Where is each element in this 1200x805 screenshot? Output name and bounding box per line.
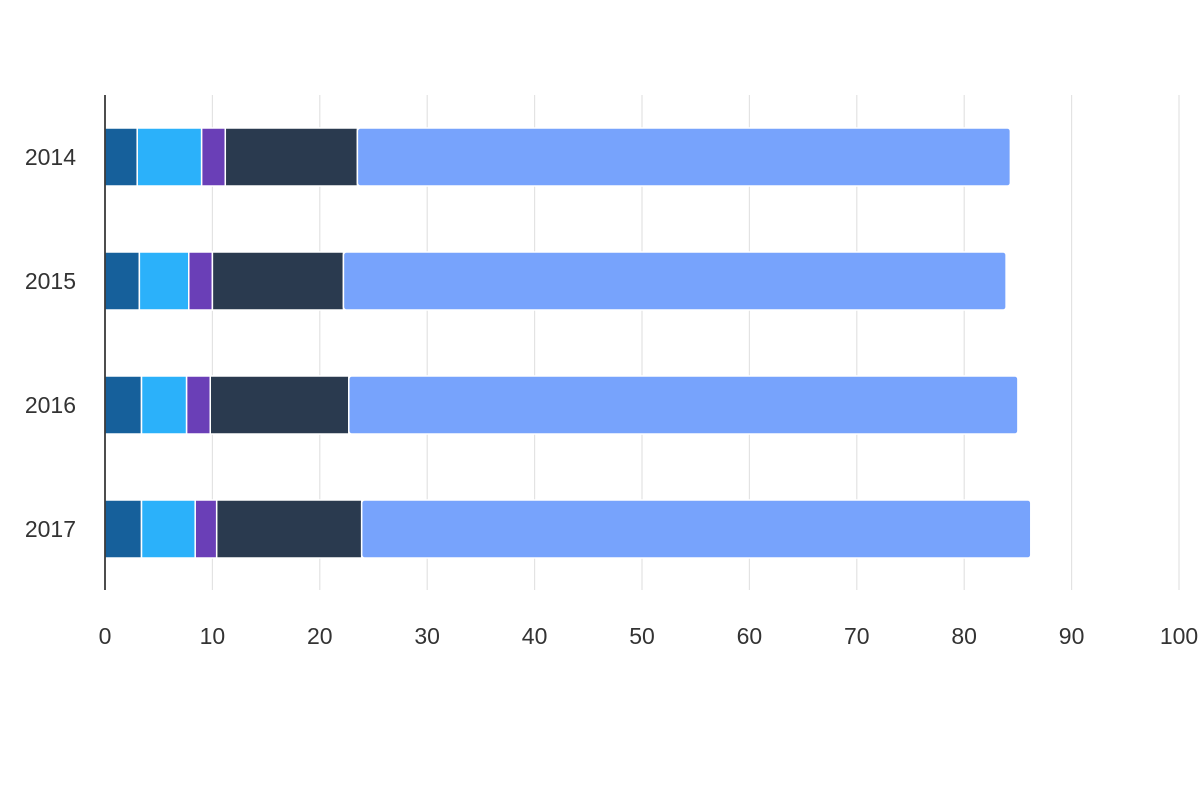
y-tick-labels: 2014 2015 2016 2017	[25, 144, 76, 542]
x-tick-label: 50	[629, 623, 655, 649]
bar-segment	[188, 251, 214, 311]
y-tick-label: 2014	[25, 144, 76, 170]
x-tick-label: 90	[1059, 623, 1085, 649]
bar-segment	[104, 127, 138, 187]
x-tick-label: 20	[307, 623, 333, 649]
x-tick-label: 40	[522, 623, 548, 649]
bar-segment	[209, 375, 350, 435]
x-tick-label: 100	[1160, 623, 1198, 649]
y-tick-label: 2015	[25, 268, 76, 294]
x-tick-labels: 0 10 20 30 40 50 60 70 80 90 100	[99, 623, 1199, 649]
x-tick-label: 80	[951, 623, 977, 649]
bar-segment	[360, 499, 1032, 559]
x-tick-label: 30	[414, 623, 440, 649]
y-tick-label: 2016	[25, 392, 76, 418]
bar-segment	[356, 127, 1012, 187]
bar-segment	[136, 127, 203, 187]
bar-segment	[185, 375, 212, 435]
bar-segment	[104, 499, 143, 559]
x-tick-label: 0	[99, 623, 112, 649]
bar-segment	[224, 127, 359, 187]
bar-segment	[140, 375, 188, 435]
y-tick-label: 2017	[25, 516, 76, 542]
bar-segment	[104, 375, 143, 435]
bar-segment	[211, 251, 345, 311]
bar-segment	[138, 251, 190, 311]
bar-segment	[348, 375, 1019, 435]
bar-segment	[200, 127, 227, 187]
x-tick-label: 70	[844, 623, 870, 649]
bar-segment	[194, 499, 218, 559]
bar-segment	[104, 251, 141, 311]
bar-segment	[140, 499, 196, 559]
x-tick-label: 10	[200, 623, 226, 649]
x-tick-label: 60	[737, 623, 763, 649]
bar-segment	[342, 251, 1007, 311]
bar-segment	[215, 499, 363, 559]
bars	[104, 127, 1032, 559]
